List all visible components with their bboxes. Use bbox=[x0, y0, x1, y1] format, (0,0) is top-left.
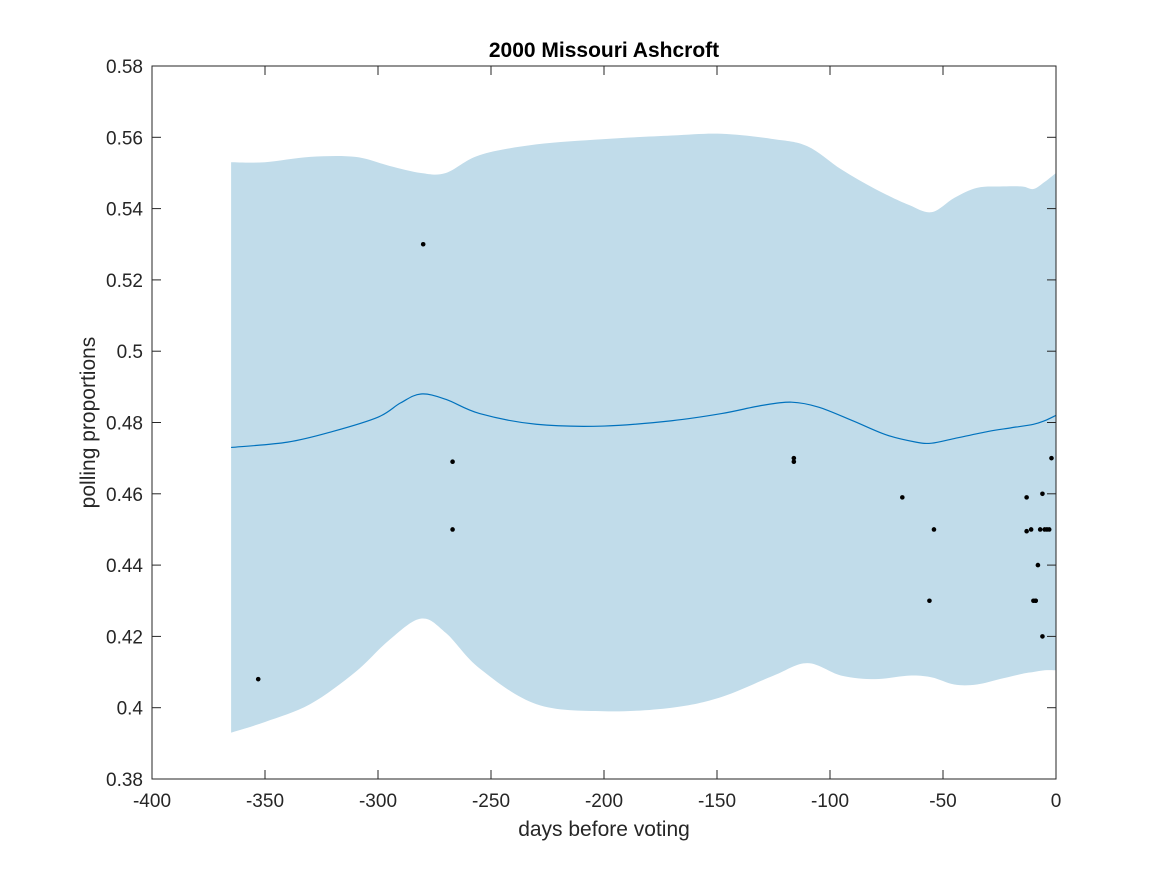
data-point bbox=[1028, 527, 1034, 532]
data-point bbox=[791, 455, 797, 461]
data-point bbox=[255, 676, 261, 682]
x-tick-label: -250 bbox=[472, 791, 510, 812]
x-tick-label: -50 bbox=[929, 791, 956, 812]
data-point bbox=[1024, 528, 1029, 534]
data-point bbox=[1040, 634, 1045, 639]
data-points bbox=[255, 241, 1054, 682]
x-tick-label: -300 bbox=[359, 791, 397, 812]
x-axis-ticks: -400 -350 -300 -250 -200 -150 -100 -50 0 bbox=[133, 66, 1061, 812]
y-tick-label: 0.42 bbox=[106, 627, 143, 648]
data-point bbox=[1046, 527, 1052, 532]
y-axis-title: polling proportions bbox=[77, 337, 100, 509]
x-tick-label: -150 bbox=[698, 791, 736, 812]
mean-line bbox=[231, 393, 1057, 449]
data-point bbox=[1037, 527, 1043, 532]
x-tick-label: -350 bbox=[246, 791, 284, 812]
data-point bbox=[900, 495, 905, 500]
x-tick-label: 0 bbox=[1051, 791, 1062, 812]
x-tick-label: -400 bbox=[133, 791, 171, 812]
chart-title: 2000 Missouri Ashcroft bbox=[489, 39, 719, 62]
data-point bbox=[450, 527, 455, 532]
data-point bbox=[791, 459, 797, 465]
y-tick-label: 0.52 bbox=[106, 271, 143, 292]
x-axis-title: days before voting bbox=[518, 818, 690, 841]
y-tick-label: 0.38 bbox=[106, 770, 143, 791]
plot-area bbox=[231, 133, 1057, 733]
x-tick-label: -100 bbox=[811, 791, 849, 812]
y-axis-ticks: 0.38 0.4 0.42 0.44 0.46 0.48 0.5 0.52 0.54 0.56 0.… bbox=[106, 57, 1056, 791]
y-tick-label: 0.48 bbox=[106, 414, 143, 435]
data-point bbox=[420, 241, 426, 247]
y-tick-label: 0.58 bbox=[106, 57, 143, 78]
confidence-band bbox=[231, 133, 1057, 733]
data-point bbox=[927, 598, 932, 604]
data-point bbox=[1049, 455, 1054, 461]
y-tick-label: 0.46 bbox=[106, 485, 143, 506]
data-point bbox=[1040, 491, 1045, 497]
data-point bbox=[1035, 562, 1041, 568]
data-point bbox=[931, 527, 937, 532]
y-tick-label: 0.5 bbox=[117, 342, 143, 363]
y-tick-label: 0.44 bbox=[106, 556, 143, 577]
data-point bbox=[1024, 495, 1029, 500]
y-tick-label: 0.56 bbox=[106, 128, 143, 149]
y-tick-label: 0.4 bbox=[117, 699, 144, 720]
x-tick-label: -200 bbox=[585, 791, 623, 812]
data-point bbox=[450, 459, 455, 465]
data-point bbox=[1033, 598, 1038, 604]
y-tick-label: 0.54 bbox=[106, 200, 143, 221]
